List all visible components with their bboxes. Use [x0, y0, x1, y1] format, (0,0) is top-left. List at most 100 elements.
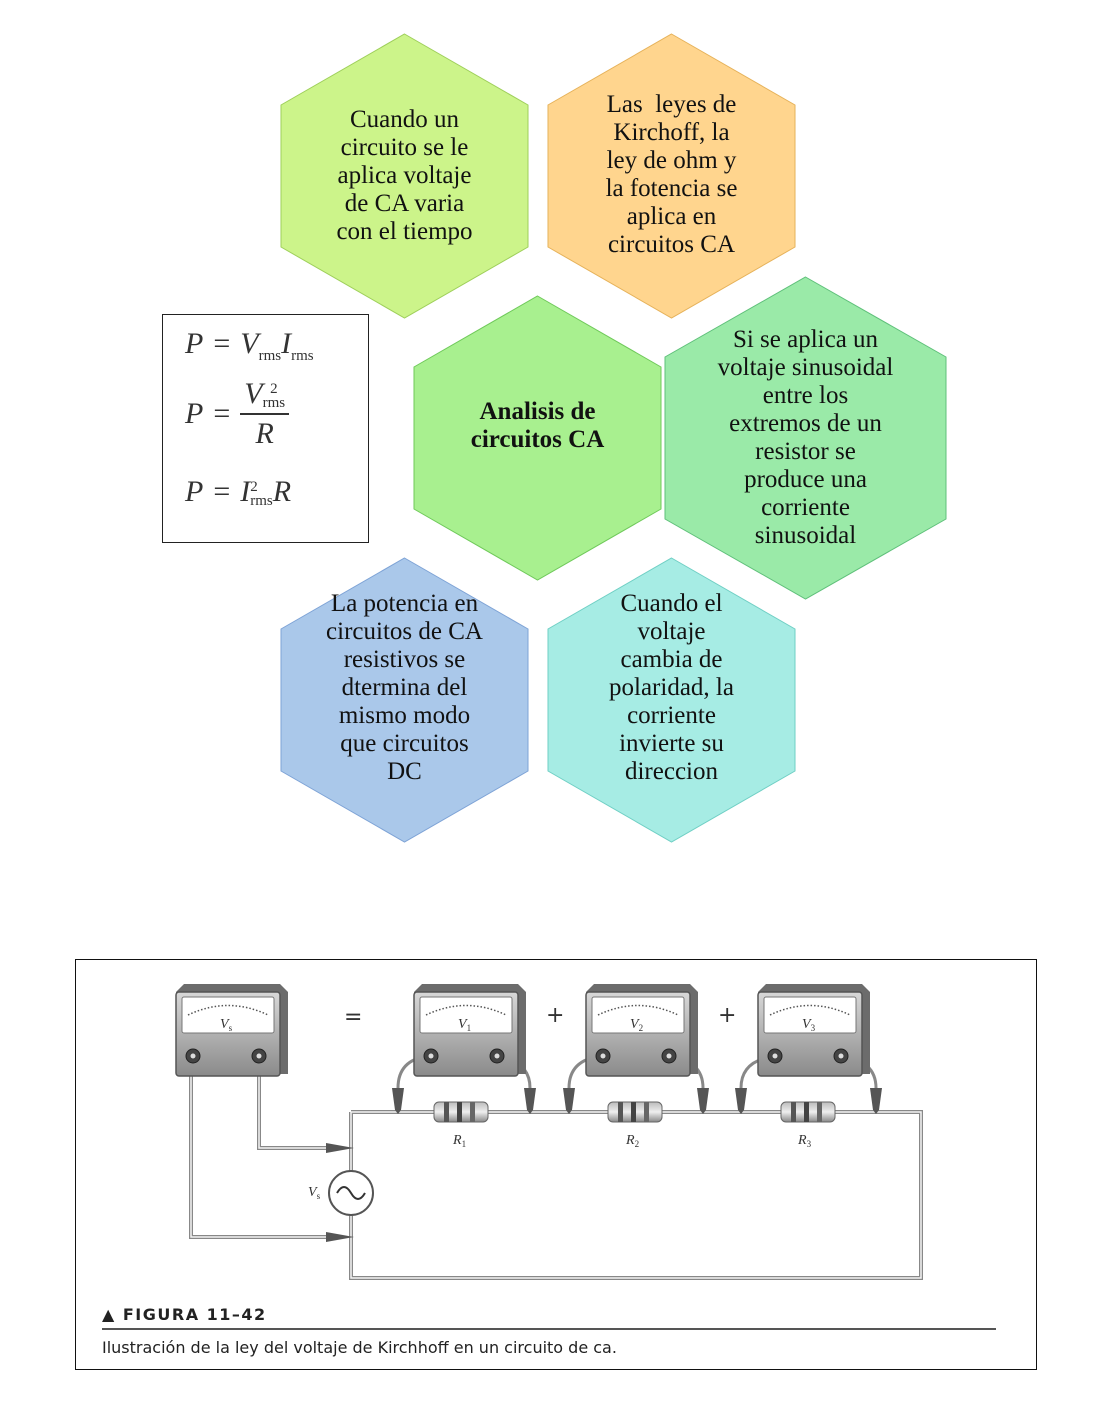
voltmeter-label: Vs	[220, 1017, 233, 1033]
hexagon-shape	[280, 33, 529, 319]
resistor-label-r2: R2	[625, 1133, 639, 1149]
hex-text-line: voltaje	[637, 618, 706, 645]
hex-text-line: Analisis de	[479, 398, 596, 425]
hex-text-line: aplica voltaje	[337, 162, 472, 189]
resistors	[433, 1101, 836, 1123]
hex-text-line: invierte su	[619, 730, 724, 757]
hex-text: Si se aplica un voltaje sinusoidal entre l…	[684, 276, 927, 600]
formula-symbol: R	[272, 475, 292, 508]
hex-top-left: Cuando un circuito se le aplica voltaje de …	[280, 33, 529, 319]
hexagon-shape	[413, 295, 662, 581]
hex-text-line: extremos de un	[729, 410, 882, 437]
equals-operator: =	[344, 1005, 362, 1030]
hex-center: Analisis de circuitos CA	[413, 295, 662, 581]
hex-text-line: entre los	[762, 382, 849, 409]
resistor-label-r3: R3	[797, 1133, 812, 1149]
resistor-r1	[433, 1101, 489, 1123]
figure-title: ▲ FIGURA 11–42	[102, 1305, 267, 1324]
circuit-diagram: Vs V1 V2 V3 = + + R1 R2 R3 Vs	[175, 984, 923, 1280]
formula-symbol: I	[281, 327, 292, 360]
fraction-denominator: R	[255, 417, 274, 450]
hex-text-line: Si se aplica un	[732, 326, 879, 353]
hex-text-line: produce una	[744, 466, 867, 493]
formula-symbol: P	[185, 397, 204, 430]
plus-operator: +	[718, 1003, 736, 1028]
hex-text-line: circuito se le	[340, 134, 469, 161]
voltmeter: V1	[413, 984, 526, 1077]
formula-equals: =	[213, 327, 231, 360]
hex-text-line: resistor se	[755, 438, 856, 465]
hex-text-line: Cuando el	[620, 590, 723, 617]
figure-divider	[102, 1328, 996, 1330]
hex-bottom-right: Cuando el voltaje cambia de polaridad, la co…	[547, 557, 796, 843]
hex-text-line: DC	[387, 758, 422, 785]
voltmeter: Vs	[175, 984, 288, 1077]
hexagon-shape	[547, 557, 796, 843]
formula-power-i2r: P = I 2 rms R	[185, 475, 291, 509]
hex-text-line: Cuando un	[349, 106, 460, 133]
hex-text-line: la fotencia se	[605, 175, 738, 202]
formula-superscript: 2	[250, 479, 258, 496]
voltmeter-label: V3	[802, 1017, 816, 1033]
fraction-numerator: V 2 rms	[240, 377, 290, 415]
alligator-clips	[326, 1088, 882, 1242]
hex-text: Cuando un circuito se le aplica voltaje de …	[300, 33, 509, 319]
hex-text-line: ley de ohm y	[606, 147, 737, 174]
hex-text-line: cambia de	[620, 646, 723, 673]
hex-text-title: Analisis de circuitos CA	[433, 295, 642, 581]
hex-text-line: La potencia en	[330, 590, 479, 617]
hex-text-line: dtermina del	[341, 674, 468, 701]
hex-text: La potencia en circuitos de CA resistivos …	[300, 557, 509, 843]
figure-caption: Ilustración de la ley del voltaje de Kir…	[102, 1338, 617, 1357]
formula-superscript: 2	[270, 381, 278, 398]
hex-text-line: que circuitos	[340, 730, 469, 757]
formula-symbol: P	[185, 327, 204, 360]
resistor-r2	[607, 1101, 663, 1123]
kirchhoff-figure: Vs V1 V2 V3 = + + R1 R2 R3 Vs ▲ FIGURA 11–4…	[75, 959, 1037, 1370]
resistor-label-r1: R1	[452, 1133, 466, 1149]
hexagon-shape	[664, 276, 947, 600]
formula-power-vi: P = VrmsIrms	[185, 327, 314, 365]
formula-equals: =	[213, 475, 231, 508]
voltmeter-label: V1	[458, 1017, 471, 1033]
hex-text-line: corriente	[627, 702, 716, 729]
formula-subscript: rms	[250, 493, 273, 510]
hex-text-line: con el tiempo	[336, 218, 473, 245]
voltmeter-label: V2	[630, 1017, 643, 1033]
formula-equals: =	[213, 397, 231, 430]
hex-text-line: mismo modo	[338, 702, 471, 729]
hex-text-line: Kirchoff, la	[613, 119, 730, 146]
voltmeter: V3	[757, 984, 870, 1077]
hex-text-line: circuitos de CA	[326, 618, 483, 645]
hex-right: Si se aplica un voltaje sinusoidal entre l…	[664, 276, 947, 600]
hex-text-line: corriente	[761, 494, 850, 521]
voltmeter: V2	[585, 984, 698, 1077]
hex-text: Cuando el voltaje cambia de polaridad, la co…	[567, 557, 776, 843]
hex-text-line: resistivos se	[343, 646, 466, 673]
formula-fraction: V 2 rms R	[240, 377, 290, 451]
resistor-r3	[780, 1101, 836, 1123]
circuit-wires	[189, 1070, 923, 1280]
hexagon-shape	[547, 33, 796, 319]
hex-text-line: circuitos CA	[470, 426, 605, 453]
formula-subscript: rms	[262, 395, 286, 412]
hex-text-line: aplica en	[626, 203, 717, 230]
formula-subscript: rms	[258, 348, 282, 364]
hex-text-line: sinusoidal	[754, 522, 857, 549]
formula-symbol: I	[240, 475, 251, 508]
power-formulas-box: P = VrmsIrms P = V 2 rms R P = I 2 rms R	[162, 314, 369, 543]
hex-bottom-left: La potencia en circuitos de CA resistivos …	[280, 557, 529, 843]
source-label: Vs	[308, 1185, 321, 1201]
ac-source	[328, 1170, 374, 1216]
hexagon-shape	[280, 557, 529, 843]
hex-text: Las leyes de Kirchoff, la ley de ohm y la f…	[567, 33, 776, 319]
circuit-labels: = + + R1 R2 R3 Vs	[308, 1003, 812, 1201]
hex-text-line: voltaje sinusoidal	[717, 354, 894, 381]
hex-text-line: polaridad, la	[609, 674, 734, 701]
formula-symbol: V	[244, 377, 263, 410]
formula-subscript: rms	[291, 348, 314, 364]
hex-text-line: de CA varia	[344, 190, 465, 217]
hex-text-line: circuitos CA	[607, 231, 736, 258]
formula-power-v2r: P = V 2 rms R	[185, 377, 290, 451]
formula-symbol: P	[185, 475, 204, 508]
